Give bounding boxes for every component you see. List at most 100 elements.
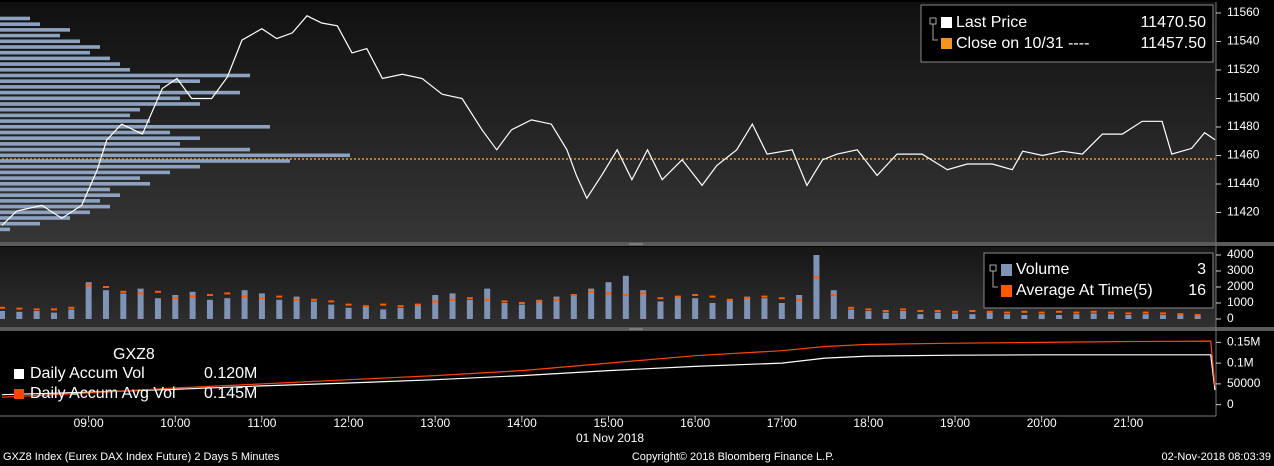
legend-value: 0.120M <box>204 365 257 382</box>
profile-bar <box>0 62 120 66</box>
profile-bar <box>0 56 110 61</box>
profile-bar <box>0 16 30 21</box>
volume-bar <box>206 299 213 319</box>
y-tick-label: 11480 <box>1227 119 1260 133</box>
volume-bar <box>1125 315 1132 319</box>
volume-bar <box>362 306 369 319</box>
profile-bar <box>0 85 160 89</box>
profile-bar <box>0 170 170 175</box>
volume-bar <box>657 301 664 319</box>
volume-bar <box>414 304 421 319</box>
legend-value: 11470.50 <box>1140 14 1206 31</box>
legend-swatch <box>14 369 24 379</box>
x-tick-label: 12:00 <box>334 416 364 430</box>
volume-bar <box>241 290 248 319</box>
volume-bar <box>466 299 473 319</box>
y-tick-label: 11500 <box>1227 91 1260 105</box>
profile-bar <box>0 107 140 112</box>
y-tick-label: 3000 <box>1227 263 1254 277</box>
volume-bar <box>882 312 889 319</box>
volume-bar <box>120 293 127 319</box>
volume-bar <box>310 301 317 319</box>
volume-bar <box>692 298 699 319</box>
volume-bar <box>830 290 837 319</box>
volume-bar <box>137 288 144 319</box>
series-line <box>1 15 1216 226</box>
volume-bar <box>588 288 595 319</box>
x-axis-label: 01 Nov 2018 <box>576 431 644 445</box>
x-tick-label: 21:00 <box>1113 416 1143 430</box>
x-tick-label: 14:00 <box>507 416 537 430</box>
volume-bar <box>796 295 803 319</box>
y-tick-label: 2000 <box>1227 279 1254 293</box>
legend-value: 0.145M <box>204 385 257 402</box>
legend-title: GXZ8 <box>113 346 155 363</box>
profile-bar <box>0 210 90 215</box>
profile-bar <box>0 102 200 106</box>
profile-bar <box>0 73 250 78</box>
profile-bar <box>0 181 150 186</box>
y-tick-label: 50000 <box>1227 376 1261 390</box>
y-tick-label: 0 <box>1227 397 1234 411</box>
profile-bar <box>0 216 70 220</box>
legend-swatch <box>1001 285 1012 297</box>
volume-bar <box>1021 315 1028 319</box>
volume-bar <box>293 296 300 319</box>
footer-right: 02-Nov-2018 08:03:39 <box>1162 451 1271 463</box>
legend: Last Price 11470.50 Close on 10/31 ---- 114… <box>920 4 1214 63</box>
volume-bar <box>570 295 577 319</box>
profile-bar <box>0 176 140 180</box>
volume-bar <box>674 296 681 319</box>
profile-bar <box>0 119 150 123</box>
volume-bar <box>258 293 265 319</box>
x-tick-label: 15:00 <box>593 416 623 430</box>
profile-bar <box>0 113 130 118</box>
accum-panel <box>0 331 1216 416</box>
profile-bar <box>0 90 240 95</box>
volume-bar <box>518 304 525 319</box>
legend-label: Daily Accum Vol <box>30 365 145 382</box>
profile-bar <box>0 67 130 72</box>
x-tick-label: 13:00 <box>420 416 450 430</box>
volume-bar <box>276 299 283 319</box>
volume-bar <box>917 314 924 319</box>
volume-bar <box>1108 314 1115 319</box>
volume-bar <box>154 298 161 319</box>
x-tick-label: 09:00 <box>74 416 104 430</box>
x-tick-label: 16:00 <box>680 416 710 430</box>
profile-bar <box>0 193 120 197</box>
volume-bar <box>0 311 5 319</box>
legend-label: Last Price <box>956 14 1027 31</box>
y-tick-label: 0.1M <box>1227 355 1254 369</box>
volume-bar <box>68 309 75 319</box>
legend-swatch <box>941 38 952 49</box>
volume-bar <box>1194 315 1201 319</box>
legend-label: Daily Accum Avg Vol <box>30 385 176 402</box>
profile-bar <box>0 50 90 55</box>
footer-left: GXZ8 Index (Eurex DAX Index Future) 2 Da… <box>3 451 280 463</box>
volume-bar <box>224 298 231 319</box>
y-tick-label: 4000 <box>1227 247 1254 261</box>
legend: Volume 3 Average At Time(5) 16 <box>983 252 1214 309</box>
legend-box <box>920 4 1214 63</box>
profile-bar <box>0 79 200 83</box>
y-tick-label: 11440 <box>1227 176 1260 190</box>
volume-bar <box>848 309 855 319</box>
y-tick-label: 11460 <box>1227 148 1260 162</box>
y-tick-label: 0.15M <box>1227 335 1260 349</box>
volume-bar <box>761 298 768 319</box>
volume-bar <box>345 307 352 319</box>
volume-bar <box>432 295 439 319</box>
legend-label: Volume <box>1016 261 1069 278</box>
volume-bar <box>172 295 179 319</box>
volume-bar <box>640 290 647 319</box>
volume-bar <box>1160 315 1167 319</box>
legend-tree <box>929 17 938 41</box>
legend-swatch <box>14 389 24 399</box>
volume-bar <box>778 303 785 319</box>
volume-bar <box>1073 314 1080 319</box>
legend-value: 3 <box>1197 261 1206 278</box>
volume-bar <box>484 288 491 319</box>
